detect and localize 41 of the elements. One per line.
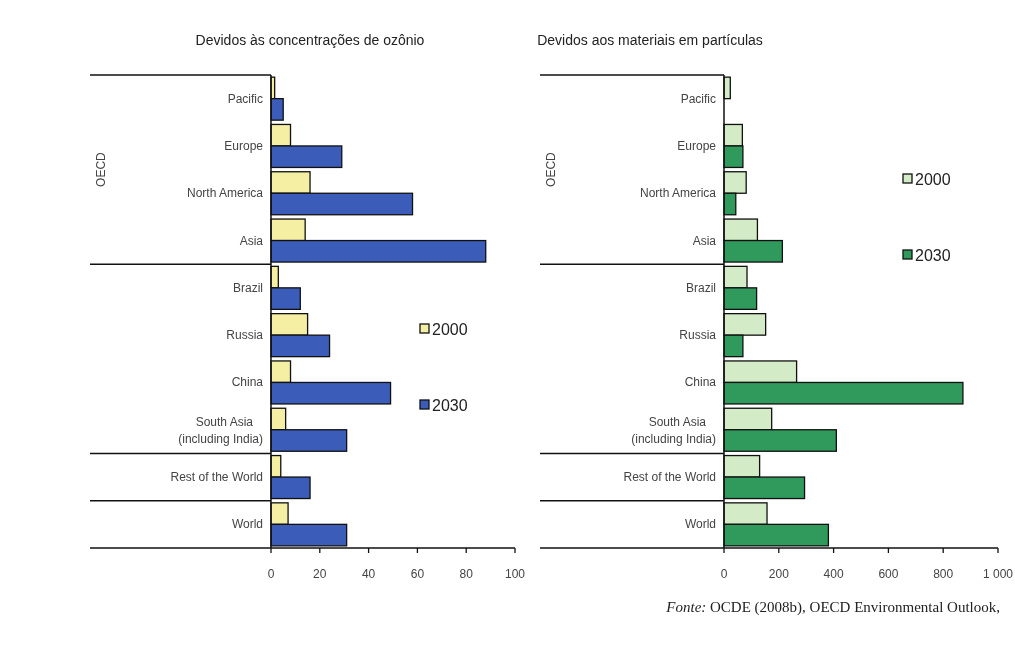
y-tick-label: Asia [692, 233, 717, 248]
x-tick-label: 100 [504, 567, 526, 581]
y-tick-label: Pacific [680, 91, 716, 106]
x-tick-label: 200 [768, 567, 790, 581]
x-tick-label: 20 [313, 567, 327, 581]
chart-title: Devidos às concentrações de ozônio [195, 32, 425, 48]
y-tick-label: World [231, 517, 263, 532]
x-tick-label: 80 [459, 567, 474, 581]
x-tick-label: 60 [410, 567, 425, 581]
y-tick-label: North America [639, 186, 717, 201]
y-tick-label: Europe [677, 138, 717, 153]
source-note: Fonte: OCDE (2008b), OECD Environmental Outlook, [665, 599, 1000, 616]
y-tick-label: Europe [224, 138, 264, 153]
text: OECD [94, 151, 108, 187]
x-tick-label: 400 [823, 567, 844, 581]
chart-title: Devidos aos materiais em partículas [537, 32, 763, 48]
x-tick-label: 600 [878, 567, 899, 581]
legend-label: 2030 [915, 247, 951, 264]
y-tick-label: Russia [679, 328, 717, 343]
y-tick-label: Pacific [227, 91, 263, 106]
y-tick-label: Rest of the World [623, 470, 716, 485]
y-tick-label: South Asia (including India) [178, 414, 263, 446]
legend-label: 2030 [432, 397, 468, 414]
y-tick-label: World [684, 517, 716, 532]
y-tick-label: Brazil [685, 280, 716, 295]
y-tick-label: South Asia (including India) [631, 414, 716, 446]
x-tick-label: 800 [933, 567, 954, 581]
y-tick-label: North America [186, 186, 264, 201]
y-tick-label: Asia [239, 233, 264, 248]
y-tick-label: Brazil [232, 280, 263, 295]
x-tick-label: 0 [267, 567, 275, 581]
legend-label: 2000 [915, 171, 951, 188]
x-tick-label: 40 [361, 567, 376, 581]
x-tick-label: 1 000 [982, 567, 1014, 581]
y-tick-label: China [684, 375, 717, 390]
x-tick-label: 0 [720, 567, 728, 581]
y-tick-label: Russia [226, 328, 264, 343]
text: OECD [544, 151, 558, 187]
y-tick-label: China [231, 375, 264, 390]
y-tick-label: Rest of the World [170, 470, 263, 485]
legend-label: 2000 [432, 321, 468, 338]
